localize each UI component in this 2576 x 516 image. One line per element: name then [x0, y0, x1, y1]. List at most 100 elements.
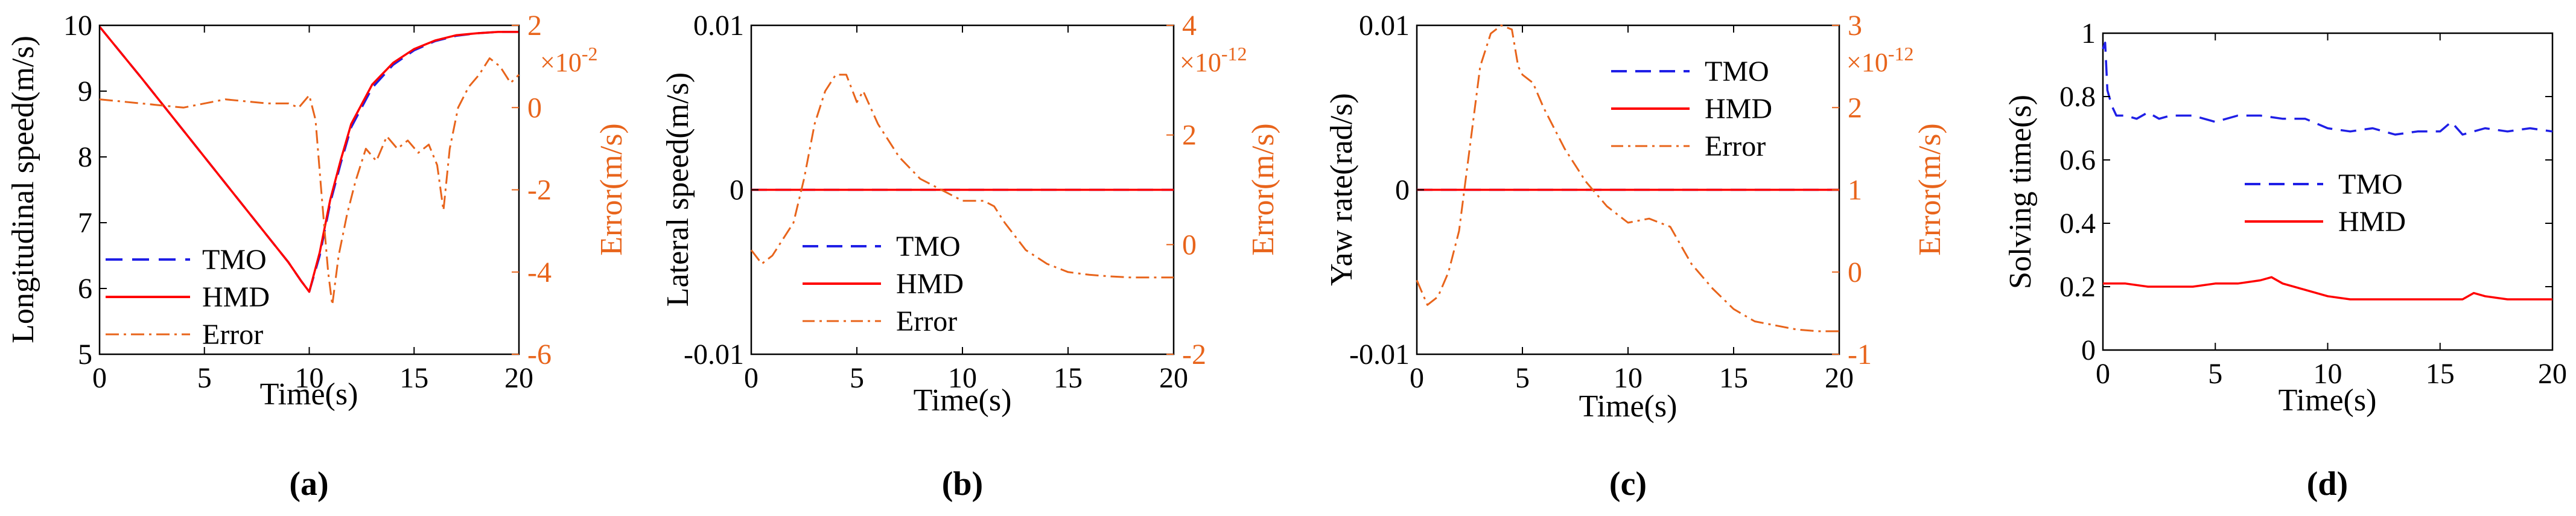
y2-axis-label: Error(m/s) — [594, 123, 629, 255]
legend-label-hmd: HMD — [202, 281, 270, 313]
y2-tick-label: 1 — [1848, 174, 1862, 206]
x-tick-label: 5 — [850, 362, 864, 394]
y-tick-label: 0.6 — [2059, 144, 2096, 176]
x-tick-label: 10 — [2314, 358, 2342, 390]
y-tick-label: -0.01 — [1349, 339, 1410, 371]
y2-tick-label: -2 — [1182, 339, 1206, 371]
legend-label-tmo: TMO — [2338, 168, 2403, 200]
y-tick-label: 0.4 — [2059, 208, 2096, 240]
y-ticks: 0 0.2 0.4 0.6 0.8 1 — [2059, 18, 2552, 366]
panel-label: (b) — [942, 465, 983, 503]
y2-tick-label: 4 — [1182, 10, 1197, 42]
series-line-tmo — [98, 26, 519, 293]
plot-frame — [98, 24, 520, 355]
x-tick-label: 15 — [399, 362, 428, 394]
x-tick-label: 5 — [197, 362, 212, 394]
x-axis-label: Time(s) — [2279, 383, 2377, 418]
y2-multiplier: ×10-12 — [1180, 43, 1247, 77]
legend-label-hmd: HMD — [1705, 93, 1772, 125]
x-tick-label: 0 — [92, 362, 107, 394]
y-tick-label: 0 — [1395, 174, 1410, 206]
panel-label: (d) — [2307, 465, 2348, 503]
y2-tick-label: -2 — [527, 174, 552, 206]
y-tick-label: 0.01 — [693, 10, 744, 42]
x-tick-label: 0 — [2096, 358, 2110, 390]
x-tick-label: 0 — [1410, 362, 1424, 394]
x-tick-label: 10 — [1614, 362, 1643, 394]
y2-multiplier: ×10-2 — [540, 43, 597, 77]
series-line-hmd — [98, 26, 519, 293]
x-tick-label: 15 — [1719, 362, 1748, 394]
legend-label-tmo: TMO — [202, 244, 267, 276]
x-tick-label: 5 — [2208, 358, 2222, 390]
y-tick-label: 7 — [78, 207, 92, 239]
y2-tick-label: -1 — [1848, 339, 1872, 371]
y-axis-label: Lateral speed(m/s) — [661, 72, 695, 307]
x-ticks: 0 5 10 15 20 — [744, 25, 1188, 394]
y-tick-label: 0 — [2081, 334, 2096, 366]
series-line-hmd — [2103, 276, 2552, 301]
panel-d: 0 5 10 15 20 0 0.2 0.4 0.6 0.8 1 Time(s) Solving … — [2003, 18, 2567, 503]
x-tick-label: 20 — [1825, 362, 1854, 394]
y-tick-label: 10 — [63, 10, 92, 42]
plot-area — [1416, 24, 1839, 333]
legend: TMO HMD Error — [1611, 56, 1772, 162]
y2-ticks: -2 0 2 4 — [1166, 10, 1206, 371]
y-axis-label: Longitudinal speed(m/s) — [6, 36, 40, 343]
x-tick-label: 15 — [1054, 362, 1083, 394]
y2-tick-label: 2 — [527, 10, 542, 42]
y-tick-label: 0.2 — [2059, 271, 2096, 303]
x-axis-label: Time(s) — [914, 383, 1012, 418]
x-tick-label: 20 — [2538, 358, 2567, 390]
x-axis-label: Time(s) — [260, 377, 358, 412]
y-tick-label: 5 — [78, 339, 92, 371]
y-axis-label: Yaw rate(rad/s) — [1325, 93, 1359, 286]
y-tick-label: 0.8 — [2059, 81, 2096, 113]
legend-label-hmd: HMD — [896, 268, 964, 300]
y2-ticks: -1 0 1 2 3 — [1832, 10, 1872, 371]
y-ticks: -0.01 0 0.01 — [684, 10, 758, 371]
y2-tick-label: 0 — [1848, 256, 1862, 288]
y2-axis-label: Error(m/s) — [1246, 123, 1280, 255]
x-tick-label: 20 — [504, 362, 533, 394]
x-ticks: 0 5 10 15 20 — [1410, 25, 1854, 394]
y2-tick-label: 2 — [1848, 92, 1862, 124]
legend-label-error: Error — [896, 305, 957, 337]
legend: TMO HMD — [2245, 168, 2406, 238]
x-tick-label: 0 — [744, 362, 758, 394]
y2-tick-label: 0 — [527, 92, 542, 124]
plot-frame — [2102, 32, 2554, 351]
legend: TMO HMD Error — [106, 244, 270, 351]
y2-tick-label: 0 — [1182, 229, 1197, 261]
y-ticks: -0.01 0 0.01 — [1349, 10, 1424, 371]
x-tick-label: 10 — [948, 362, 977, 394]
y2-tick-label: -4 — [527, 256, 552, 288]
y2-tick-label: 3 — [1848, 10, 1862, 42]
y-tick-label: 9 — [78, 75, 92, 107]
plot-area — [750, 74, 1174, 279]
series-line-error — [1416, 24, 1839, 333]
x-tick-label: 15 — [2426, 358, 2455, 390]
y2-ticks: -6 -4 -2 0 2 — [512, 10, 552, 371]
y-tick-label: -0.01 — [684, 339, 744, 371]
x-tick-label: 20 — [1159, 362, 1188, 394]
legend-label-tmo: TMO — [1705, 56, 1769, 88]
x-ticks: 0 5 10 15 20 — [92, 25, 533, 394]
y-ticks: 5 6 7 8 9 10 — [63, 10, 107, 371]
x-axis-label: Time(s) — [1579, 389, 1678, 424]
panel-label: (a) — [289, 465, 328, 503]
x-tick-label: 10 — [295, 362, 324, 394]
series-line-error — [99, 57, 520, 306]
x-ticks: 0 5 10 15 20 — [2096, 33, 2567, 390]
y-tick-label: 0.01 — [1359, 10, 1410, 42]
plot-area — [2102, 42, 2553, 301]
plot-area — [98, 26, 520, 306]
legend-label-error: Error — [1705, 130, 1766, 162]
x-tick-label: 5 — [1515, 362, 1530, 394]
y-tick-label: 1 — [2081, 18, 2096, 49]
legend-label-hmd: HMD — [2338, 206, 2406, 238]
y2-multiplier: ×10-12 — [1846, 43, 1913, 77]
